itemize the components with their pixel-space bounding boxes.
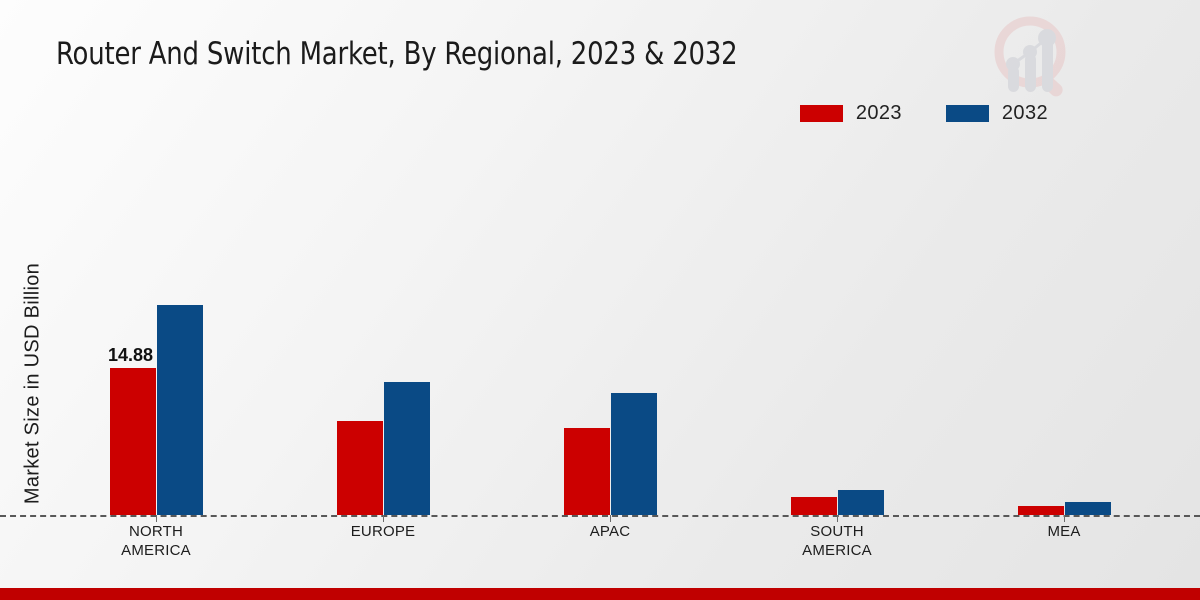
x-tick-line1-mea: MEA bbox=[1047, 523, 1081, 540]
bar-2023-south-america bbox=[791, 497, 837, 515]
bar-group-south-america bbox=[791, 140, 885, 515]
legend-item-2032[interactable]: 2032 bbox=[945, 102, 1048, 125]
x-tick-line1-south-america: SOUTH bbox=[810, 523, 864, 540]
chart-legend: 2023 2032 bbox=[799, 102, 1048, 125]
bar-group-apac bbox=[564, 140, 658, 515]
footer-accent-bar bbox=[0, 588, 1200, 600]
tick-mark-north-america bbox=[156, 515, 157, 522]
x-tick-label-mea: MEA bbox=[964, 522, 1164, 541]
chart-title: Router And Switch Market, By Regional, 2… bbox=[56, 36, 738, 72]
tick-mark-apac bbox=[610, 515, 611, 522]
x-tick-label-europe: EUROPE bbox=[283, 522, 483, 541]
bar-2032-apac bbox=[611, 392, 657, 515]
bar-2032-europe bbox=[384, 381, 430, 515]
x-tick-line1-europe: EUROPE bbox=[350, 523, 416, 540]
data-label-north-america-2023: 14.88 bbox=[108, 345, 154, 365]
bar-group-mea bbox=[1018, 140, 1112, 515]
bar-2023-europe bbox=[337, 421, 383, 515]
legend-item-2023[interactable]: 2023 bbox=[799, 102, 902, 125]
axis-baseline bbox=[0, 515, 1200, 517]
x-tick-line1-apac: APAC bbox=[589, 523, 631, 540]
legend-label-2032: 2032 bbox=[1001, 102, 1048, 124]
bar-2032-south-america bbox=[838, 490, 884, 515]
y-axis-title: Market Size in USD Billion bbox=[21, 262, 44, 505]
watermark-logo-icon bbox=[984, 10, 1080, 102]
x-tick-line2-north-america: AMERICA bbox=[121, 542, 191, 559]
legend-label-2023: 2023 bbox=[855, 102, 902, 124]
bar-2032-mea bbox=[1065, 502, 1111, 515]
plot-area: 14.88 bbox=[46, 140, 1200, 515]
legend-swatch-2032 bbox=[945, 105, 989, 122]
bar-2023-apac bbox=[564, 428, 610, 515]
tick-mark-south-america bbox=[837, 515, 838, 522]
bar-group-europe bbox=[337, 140, 431, 515]
tick-mark-mea bbox=[1064, 515, 1065, 522]
x-tick-line2-south-america: AMERICA bbox=[802, 542, 872, 559]
legend-swatch-2023 bbox=[799, 105, 843, 122]
x-tick-label-south-america: SOUTH AMERICA bbox=[737, 522, 937, 560]
bar-2023-north-america bbox=[110, 368, 156, 515]
tick-mark-europe bbox=[383, 515, 384, 522]
x-tick-label-apac: APAC bbox=[510, 522, 710, 541]
bar-group-north-america: 14.88 bbox=[108, 140, 204, 515]
bar-2023-mea bbox=[1018, 506, 1064, 515]
bar-2032-north-america bbox=[157, 304, 203, 515]
x-tick-line1-north-america: NORTH bbox=[128, 523, 184, 540]
x-tick-label-north-america: NORTH AMERICA bbox=[56, 522, 256, 560]
